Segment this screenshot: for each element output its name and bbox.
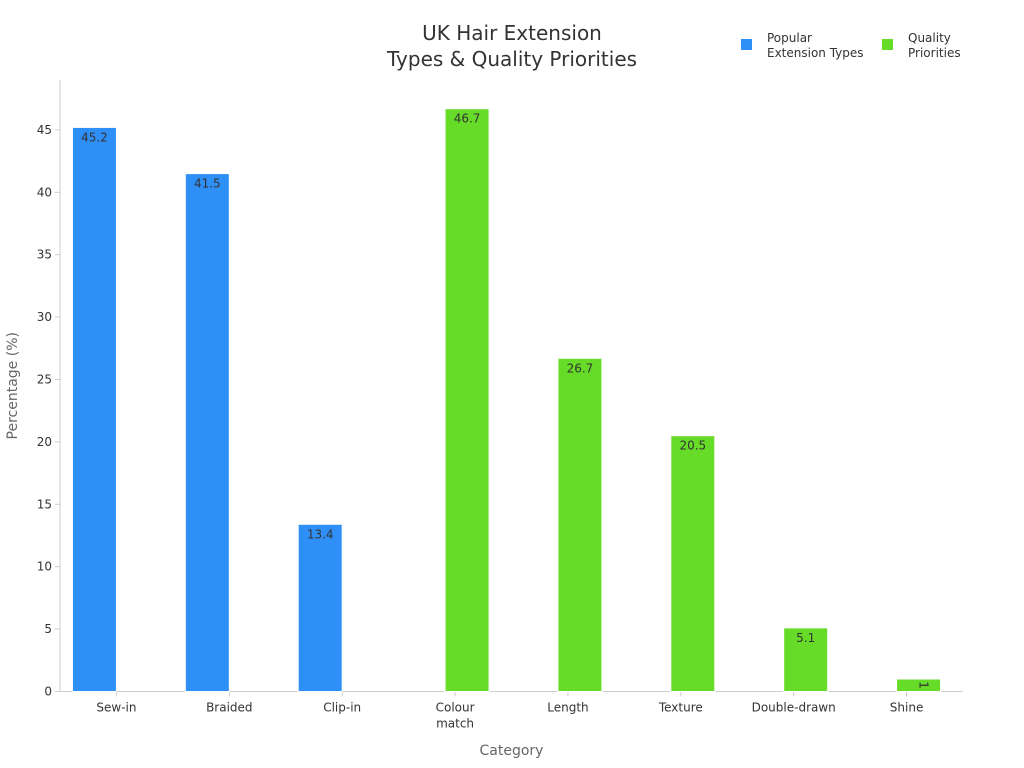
x-tick-label: Length (547, 701, 588, 715)
bar (783, 627, 829, 692)
data-label: 1 (917, 681, 931, 689)
x-tick-label: Colour (436, 701, 475, 715)
data-label: 20.5 (679, 439, 706, 453)
x-tick-label: Double-drawn (752, 701, 836, 715)
y-tick-label: 0 (44, 685, 52, 699)
axes: 0 5 10 15 20 25 30 35 40 45 Sew-in Braided Clip-in Co… (5, 80, 963, 759)
y-tick-label: 10 (37, 560, 52, 574)
y-tick-label: 35 (37, 248, 52, 262)
data-label: 5.1 (796, 631, 815, 645)
x-axis-title: Category (480, 743, 544, 759)
bar (297, 523, 343, 693)
x-tick-label: Sew-in (96, 701, 136, 715)
data-label: 26.7 (567, 361, 594, 375)
legend-swatch (882, 39, 893, 50)
x-tick-label: Braided (206, 701, 252, 715)
legend-label: Extension Types (767, 46, 864, 60)
legend-swatch (741, 39, 752, 50)
bar (444, 108, 490, 692)
legend-label: Popular (767, 31, 812, 45)
y-axis-title: Percentage (%) (5, 332, 21, 439)
bar (670, 435, 716, 692)
bar (184, 173, 230, 693)
data-label: 46.7 (454, 112, 481, 126)
chart-title-line: Types & Quality Priorities (386, 47, 637, 71)
y-tick-label: 25 (37, 373, 52, 387)
data-label: 45.2 (81, 130, 108, 144)
y-tick-label: 5 (44, 622, 52, 636)
x-tick-label: Texture (658, 701, 703, 715)
x-tick-label: Clip-in (323, 701, 361, 715)
x-tick-label: Shine (890, 701, 924, 715)
data-label: 41.5 (194, 177, 221, 191)
bar (557, 357, 603, 692)
y-tick-label: 15 (37, 497, 52, 511)
legend-label: Priorities (908, 46, 961, 60)
bar (71, 126, 117, 693)
y-tick-label: 30 (37, 310, 52, 324)
data-label: 13.4 (307, 527, 334, 541)
legend-label: Quality (908, 31, 951, 45)
data-labels: 45.2 41.5 13.4 46.7 26.7 20.5 5.1 1 (81, 112, 930, 689)
y-tick-label: 40 (37, 185, 52, 199)
x-tick-label: match (436, 717, 474, 731)
y-tick-label: 20 (37, 435, 52, 449)
bar (896, 678, 942, 692)
chart-title-line: UK Hair Extension (422, 21, 602, 45)
y-tick-label: 45 (37, 123, 52, 137)
bars (71, 108, 942, 693)
